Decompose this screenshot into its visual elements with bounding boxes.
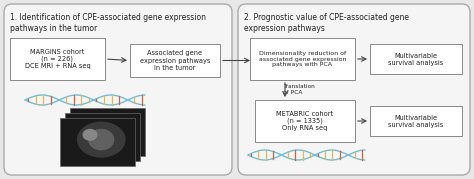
- Bar: [70, 108, 145, 156]
- FancyBboxPatch shape: [10, 38, 105, 80]
- Text: Dimensionality reduction of
associated gene expression
pathways with PCA: Dimensionality reduction of associated g…: [259, 51, 346, 67]
- Text: Translation
of PCA: Translation of PCA: [283, 84, 315, 95]
- FancyBboxPatch shape: [255, 100, 355, 142]
- Text: Multivariable
survival analysis: Multivariable survival analysis: [388, 115, 444, 127]
- Text: 2. Prognostic value of CPE-associated gene
expression pathways: 2. Prognostic value of CPE-associated ge…: [244, 13, 409, 33]
- FancyBboxPatch shape: [130, 44, 220, 77]
- Bar: [65, 113, 140, 161]
- FancyBboxPatch shape: [4, 4, 232, 175]
- Text: MARGINS cohort
(n = 226)
DCE MRI + RNA seq: MARGINS cohort (n = 226) DCE MRI + RNA s…: [25, 49, 91, 69]
- Text: Associated gene
expression pathways
in the tumor: Associated gene expression pathways in t…: [140, 50, 210, 71]
- Ellipse shape: [77, 122, 126, 158]
- Ellipse shape: [88, 129, 114, 150]
- FancyBboxPatch shape: [370, 44, 462, 74]
- Bar: [60, 118, 135, 166]
- FancyBboxPatch shape: [370, 106, 462, 136]
- Ellipse shape: [82, 129, 98, 141]
- FancyBboxPatch shape: [250, 38, 355, 80]
- Text: 1. Identification of CPE-associated gene expression
pathways in the tumor: 1. Identification of CPE-associated gene…: [10, 13, 206, 33]
- Text: METABRIC cohort
(n = 1335)
Only RNA seq: METABRIC cohort (n = 1335) Only RNA seq: [276, 111, 334, 131]
- Text: Multivariable
survival analysis: Multivariable survival analysis: [388, 52, 444, 66]
- FancyBboxPatch shape: [238, 4, 470, 175]
